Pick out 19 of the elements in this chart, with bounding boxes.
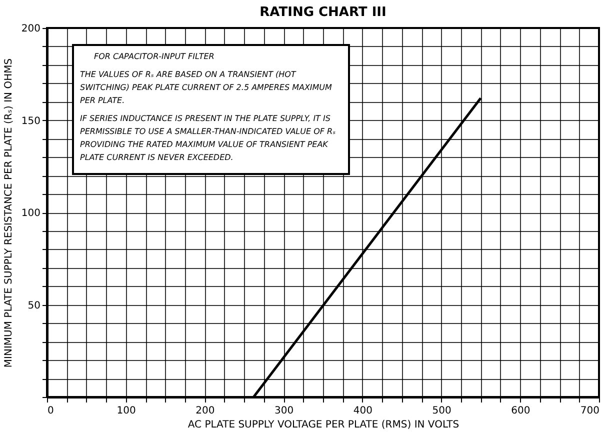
y-tick-label: 100: [21, 208, 40, 219]
x-tick-label: 0: [48, 406, 54, 416]
annotation: FOR CAPACITOR-INPUT FILTER: [93, 51, 216, 63]
note-box: FOR CAPACITOR-INPUT FILTER THE VALUES OF Rₛ ARE BASED ON A TRANSIENT (HOT SWITCHING) PEAK PLATE CURRENT OF 2.5 AMPERES MAXIMUM PER PLATE. IF SERIES INDUCTANCE IS PRESENT IN THE PLATE SUPPLY, IT IS PERMISSIBLE TO USE A SMALLER-THAN-INDICATED VALUE OF Rₛ PROVIDING THE RATED MAXIMUM VALUE OF TRANSIENT PEAK PLATE CURRENT IS NEVER EXCEEDED.: [72, 44, 350, 175]
chart-title: RATING CHART III: [260, 5, 386, 20]
x-tick-label: 100: [116, 406, 136, 416]
y-tick-label: 50: [28, 300, 40, 312]
y-tick-label: 200: [21, 24, 40, 34]
x-tick-label: 200: [196, 406, 215, 416]
x-axis-title: AC PLATE SUPPLY VOLTAGE PER PLATE (RMS) IN VOLTS: [188, 420, 460, 430]
x-tick-label: 600: [511, 406, 530, 416]
annotation: THE VALUES OF Rₛ ARE BASED ON A TRANSIENT (HOT SWITCHING) PEAK PLATE CURRENT OF 2.5 AMPERES MAXIMUM PER PLATE.: [80, 69, 333, 107]
x-tick-label: 700: [580, 406, 600, 416]
y-tick-label: 150: [21, 116, 40, 127]
x-tick-label: 400: [353, 406, 372, 416]
x-tick-label: 500: [432, 406, 452, 416]
annotation: IF SERIES INDUCTANCE IS PRESENT IN THE PLATE SUPPLY, IT IS PERMISSIBLE TO USE A SMALLER-THAN-INDICATED VALUE OF Rₛ PROVIDING THE RATED MAXIMUM VALUE OF TRANSIENT PEAK PLATE CURRENT IS NEVER EXCEEDED.: [80, 113, 337, 164]
x-tick-label: 300: [274, 406, 294, 416]
y-axis-title: MINIMUM PLATE SUPPLY RESISTANCE PER PLATE (Rₛ) IN OHMS: [3, 58, 14, 368]
